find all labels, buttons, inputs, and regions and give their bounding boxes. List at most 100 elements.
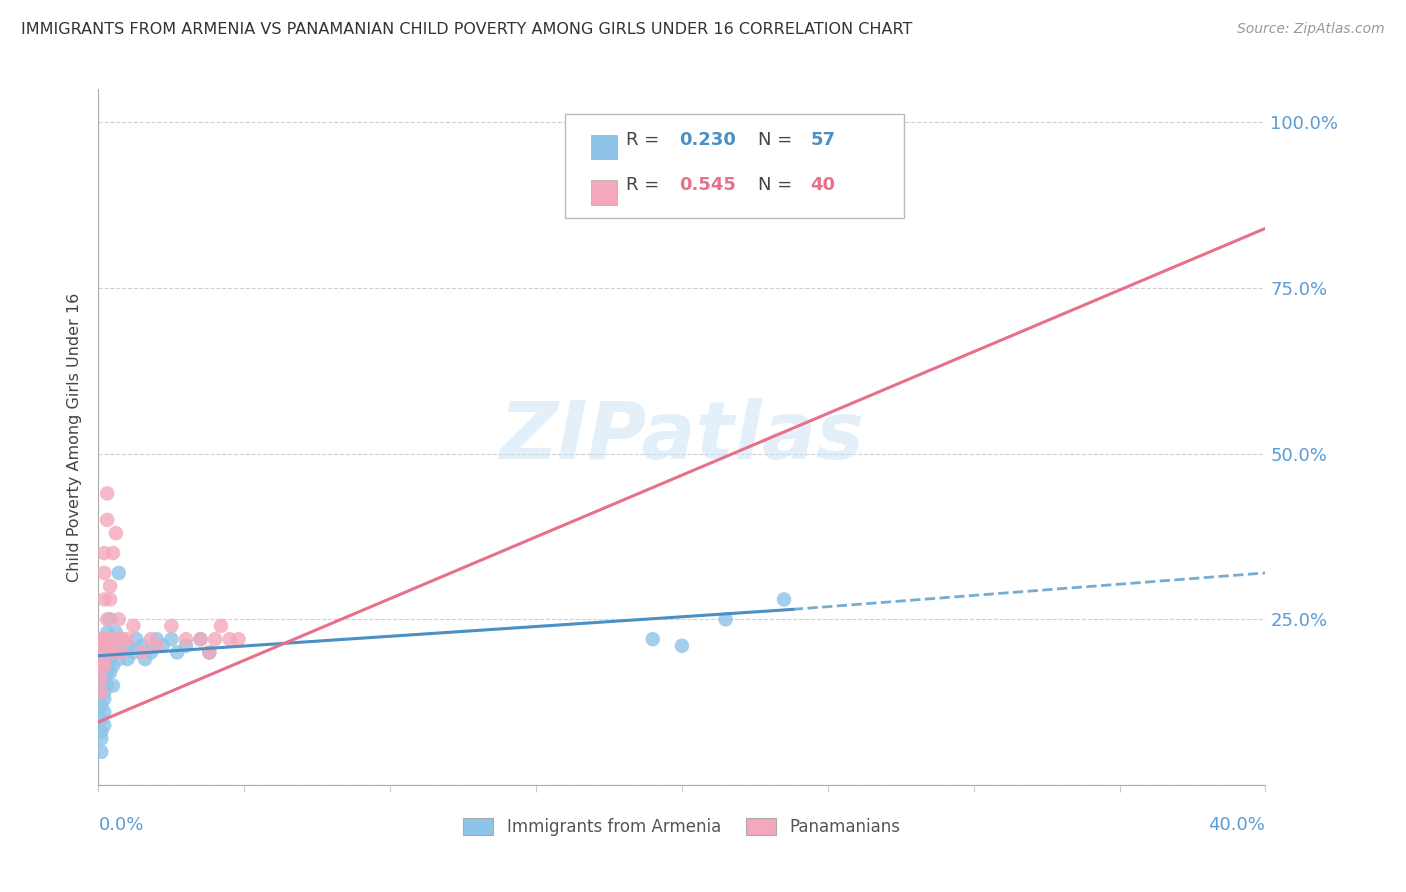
Point [218,632,240,647]
Point [93,685,115,699]
Point [90,665,112,680]
Point [174,632,197,647]
Point [146,632,169,647]
Point [104,526,127,541]
Point [174,639,197,653]
Text: N =: N = [758,177,797,194]
Point [93,632,115,647]
Point [111,645,134,659]
Point [166,645,188,659]
Point [90,698,112,713]
Point [190,632,212,647]
Point [111,632,134,647]
Point [93,705,115,719]
Point [93,645,115,659]
Point [108,566,131,580]
Point [96,513,118,527]
Point [90,639,112,653]
Y-axis label: Child Poverty Among Girls Under 16: Child Poverty Among Girls Under 16 [66,293,82,582]
Point [111,645,134,659]
Point [90,712,112,726]
Point [204,632,226,647]
Text: R =: R = [626,131,665,149]
Point [773,592,796,607]
Point [108,652,131,666]
Point [139,645,162,659]
Point [96,679,118,693]
Point [131,639,153,653]
Point [96,639,118,653]
Point [671,639,693,653]
Point [198,645,221,659]
Point [96,625,118,640]
Text: 0.230: 0.230 [679,131,737,149]
Point [108,612,131,626]
Text: 40: 40 [810,177,835,194]
Point [612,194,634,209]
Point [93,592,115,607]
Point [209,619,232,633]
Point [90,632,112,647]
Text: 0.545: 0.545 [679,177,737,194]
Point [160,619,183,633]
Point [93,718,115,732]
Text: ZIPatlas: ZIPatlas [499,398,865,476]
Point [96,645,118,659]
Point [714,612,737,626]
Point [98,632,121,647]
Point [90,725,112,739]
FancyBboxPatch shape [591,135,617,160]
Point [98,579,121,593]
Point [98,632,121,647]
Point [93,658,115,673]
Point [101,658,124,673]
Text: Source: ZipAtlas.com: Source: ZipAtlas.com [1237,22,1385,37]
Point [90,679,112,693]
Point [101,645,124,659]
FancyBboxPatch shape [565,113,904,218]
Point [90,745,112,759]
Point [96,665,118,680]
Point [198,645,221,659]
Point [104,645,127,659]
Text: N =: N = [758,131,797,149]
Point [160,632,183,647]
Text: 0.0%: 0.0% [98,815,143,833]
Point [139,632,162,647]
Legend: Immigrants from Armenia, Panamanians: Immigrants from Armenia, Panamanians [457,811,907,843]
Text: IMMIGRANTS FROM ARMENIA VS PANAMANIAN CHILD POVERTY AMONG GIRLS UNDER 16 CORRELA: IMMIGRANTS FROM ARMENIA VS PANAMANIAN CH… [21,22,912,37]
Point [90,658,112,673]
Text: 40.0%: 40.0% [1209,815,1265,833]
Point [190,632,212,647]
Point [104,632,127,647]
Point [90,652,112,666]
Point [101,645,124,659]
Point [90,731,112,746]
Text: 57: 57 [810,131,835,149]
Point [93,672,115,686]
FancyBboxPatch shape [591,180,617,204]
Text: R =: R = [626,177,665,194]
Point [93,691,115,706]
Point [93,546,115,560]
Point [122,619,145,633]
Point [93,566,115,580]
Point [98,652,121,666]
Point [125,632,148,647]
Point [117,639,139,653]
Point [98,665,121,680]
Point [93,658,115,673]
Point [90,645,112,659]
Point [101,546,124,560]
Point [96,612,118,626]
Point [104,625,127,640]
Point [101,679,124,693]
Point [228,632,250,647]
Point [117,632,139,647]
Point [90,632,112,647]
Point [131,645,153,659]
Point [96,658,118,673]
Point [146,639,169,653]
Point [117,652,139,666]
Point [90,672,112,686]
